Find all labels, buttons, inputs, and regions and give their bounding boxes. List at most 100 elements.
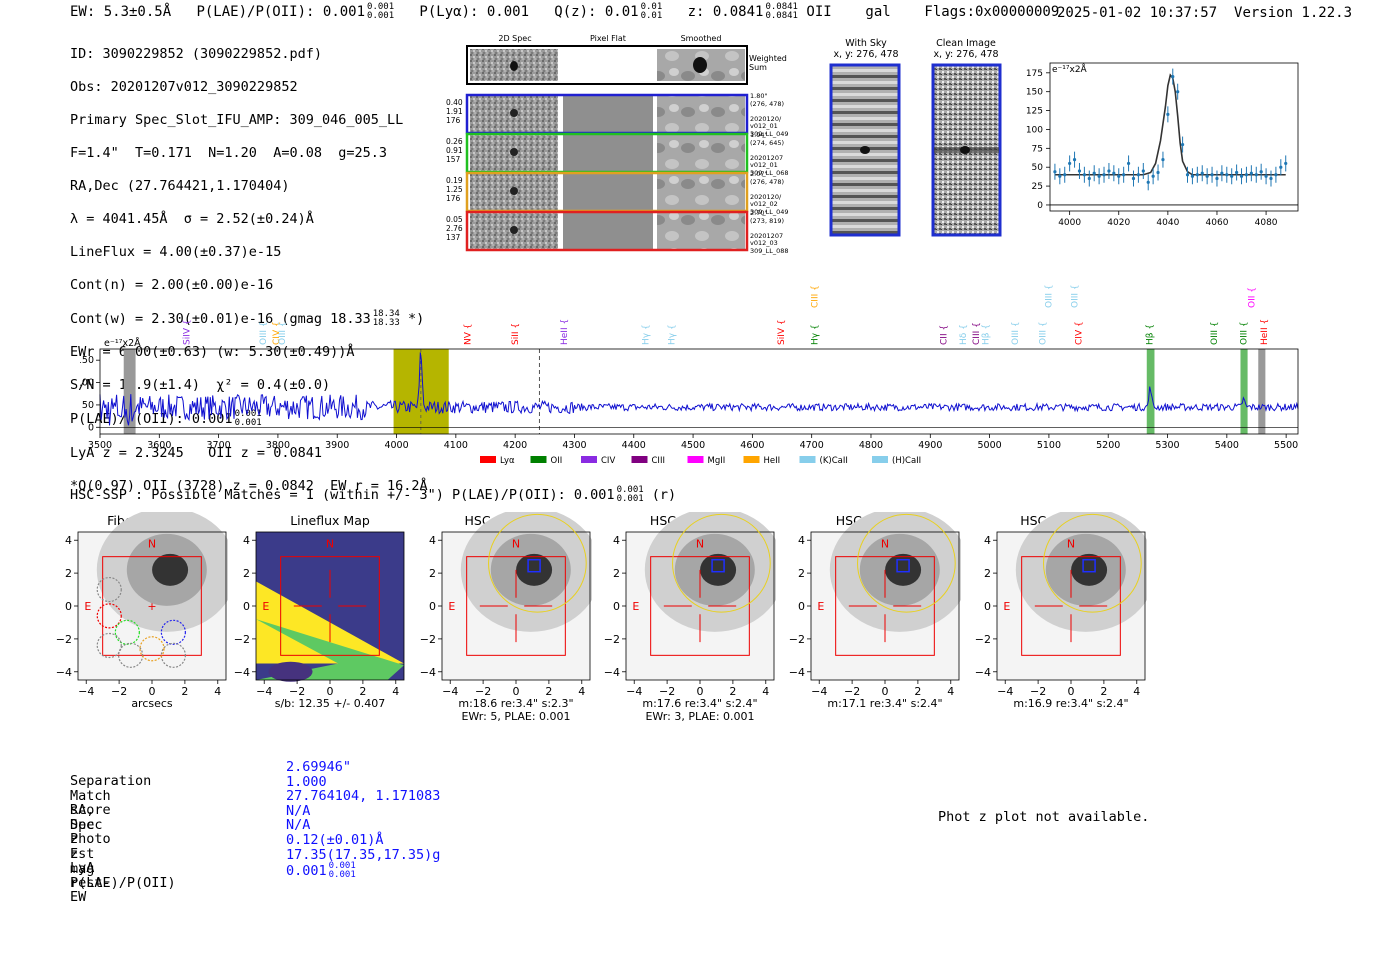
hsc-y-tick-label: −2 — [604, 633, 620, 646]
match-value-text: 0.001 — [286, 863, 327, 880]
weighted-sum-label: Weighted Sum — [749, 54, 787, 72]
info-ewr: EWr = 6.00(±0.63) (w: 5.30(±0.49))Å — [70, 344, 355, 360]
cutout-smoothed — [657, 174, 745, 210]
hsc-x-tick-label: 4 — [762, 685, 769, 698]
zoom-x-tick-label: 4020 — [1107, 218, 1130, 228]
info-contw-hi: 18.34 — [372, 308, 400, 319]
legend-swatch — [480, 456, 496, 463]
cutout-row-left-label: 0.40 1.91 176 — [446, 98, 463, 125]
full-spectrum-chart: 3500 3600 3700 3800 3900 4000 4100 4200 4300 4400… — [80, 284, 1299, 465]
line-label-text: OIII { — [278, 321, 288, 345]
zoom-data-point — [1284, 161, 1288, 166]
hsc-y-tick-label: 0 — [613, 600, 620, 613]
zoom-data-point — [1122, 173, 1126, 177]
zoom-data-point — [1215, 176, 1219, 181]
zoom-data-point — [1063, 173, 1067, 177]
hsc-x-tick-label: −2 — [111, 685, 127, 698]
hsc-x-tick-label: −4 — [811, 685, 827, 698]
zoom-x-tick-label: 4040 — [1156, 218, 1179, 228]
zoom-data-point — [1180, 142, 1185, 147]
lineflux-map-mid — [256, 619, 404, 680]
info-slot: Primary Spec_Slot_IFU_AMP: 309_046_005_L… — [70, 111, 404, 128]
match-marker — [711, 558, 725, 573]
cutout-row-frame — [465, 210, 749, 252]
hsc-y-tick-label: 2 — [984, 567, 991, 580]
hsc-y-tick-label: −4 — [975, 666, 991, 679]
line-label: OIII { — [1038, 321, 1048, 345]
zoom-data-point — [1166, 112, 1170, 116]
hsc-y-tick-label: 4 — [65, 534, 72, 547]
zoom-data-point — [1141, 169, 1145, 173]
compass-east: E — [632, 600, 639, 613]
cutout-pixel-flat — [563, 213, 653, 249]
full-x-tick-label: 3600 — [147, 440, 171, 451]
match-label: Separation — [70, 773, 152, 789]
info-contw: Cont(w) = 2.30(±0.01)e-16 (gmag 18.33 — [70, 310, 371, 327]
cutout-row-right-label: 1.94" (274, 645) 20201207 v012_01 309_LL… — [750, 131, 789, 177]
zoom-plot-frame — [1049, 62, 1299, 212]
hsc-panel-caption: m:18.6 re:3.4" s:2.3" — [458, 697, 573, 710]
zoom-data-point — [1269, 176, 1273, 181]
hsc-title: HSC-SSP : Possible Matches = 1 (within +… — [70, 486, 676, 504]
clean-image-label: Clean Image — [936, 38, 996, 49]
cutout-rows — [465, 93, 749, 252]
detection-info: ID: 3090229852 (3090229852.pdf) Obs: 202… — [70, 29, 428, 511]
match-circle — [857, 513, 956, 613]
info-lineflux: LineFlux = 4.00(±0.37)e-15 — [70, 243, 282, 260]
header-flags: Flags:0x00000009 — [924, 4, 1060, 20]
line-label-text: CIII { — [811, 285, 821, 308]
full-x-tick-label: 5200 — [1096, 440, 1120, 451]
hsc-y-tick-label: 0 — [984, 600, 991, 613]
hsc-x-tick-label: 4 — [947, 685, 954, 698]
galaxy-core — [516, 553, 553, 586]
match-circle — [488, 513, 587, 613]
match-marker — [1082, 558, 1096, 573]
hsc-y-tick-label: 0 — [65, 600, 72, 613]
legend-swatch — [743, 456, 760, 463]
legend-label: Lyα — [500, 456, 515, 465]
zoom-y-tick-label: 25 — [1032, 182, 1043, 192]
zoom-data-point — [1146, 180, 1150, 184]
zoom-data-point — [1225, 173, 1229, 177]
hsc-x-tick-label: 0 — [697, 685, 704, 698]
header-z-hi: 0.0841 — [765, 2, 798, 12]
line-label-text: NV { — [464, 324, 474, 345]
aperture-box — [280, 556, 380, 656]
match-label: Photo z — [70, 831, 111, 862]
mask-band-red — [1258, 349, 1266, 434]
aperture-box — [466, 556, 566, 656]
header-z-lo: 0.0841 — [765, 11, 798, 21]
compass-east: E — [1003, 600, 1010, 613]
line-label: SiII { — [511, 323, 521, 345]
hsc-x-tick-label: −4 — [256, 685, 272, 698]
full-x-tick-label: 4000 — [384, 440, 408, 451]
zoom-data-point — [1126, 161, 1131, 166]
info-obs: Obs: 20201207v012_3090229852 — [70, 78, 298, 95]
zoom-data-point — [1092, 171, 1096, 175]
spectrum-line — [99, 352, 1299, 426]
hsc-y-tick-label: −4 — [420, 666, 436, 679]
legend-swatch — [530, 456, 547, 463]
sky-cutouts — [829, 63, 1002, 237]
zoom-data-point — [1117, 174, 1121, 178]
zoom-y-tick-label: 100 — [1026, 125, 1043, 135]
hsc-x-tick-label: 0 — [513, 685, 520, 698]
full-x-tick-label: 4900 — [918, 440, 942, 451]
line-label: CIV { — [1075, 321, 1085, 345]
with-sky-label: With Sky — [845, 38, 887, 49]
info-plae-lo: 0.001 — [234, 418, 262, 428]
galaxy-core — [885, 553, 922, 586]
hsc-panel-caption: m:16.9 re:3.4" s:2.4" — [1013, 697, 1128, 710]
match-value: 17.35(17.35,17.35)g — [286, 847, 440, 863]
legend-label: (K)CaII — [820, 456, 848, 465]
zoom-data-point — [1264, 174, 1268, 178]
legend-label: CIV — [601, 456, 615, 465]
line-label: NV { — [464, 324, 474, 345]
with-sky-title: With Sky x, y: 276, 478 — [832, 38, 900, 60]
info-q: *Q(0.97) OII (3728) z = 0.0842 EW r = 16… — [70, 477, 428, 494]
lineflux-map-low — [268, 661, 313, 682]
zoom-data-point — [1220, 171, 1224, 175]
info-contw-lo: 18.33 — [372, 317, 400, 328]
hsc-x-tick-label: −2 — [1030, 685, 1046, 698]
hsc-x-tick-label: −2 — [659, 685, 675, 698]
